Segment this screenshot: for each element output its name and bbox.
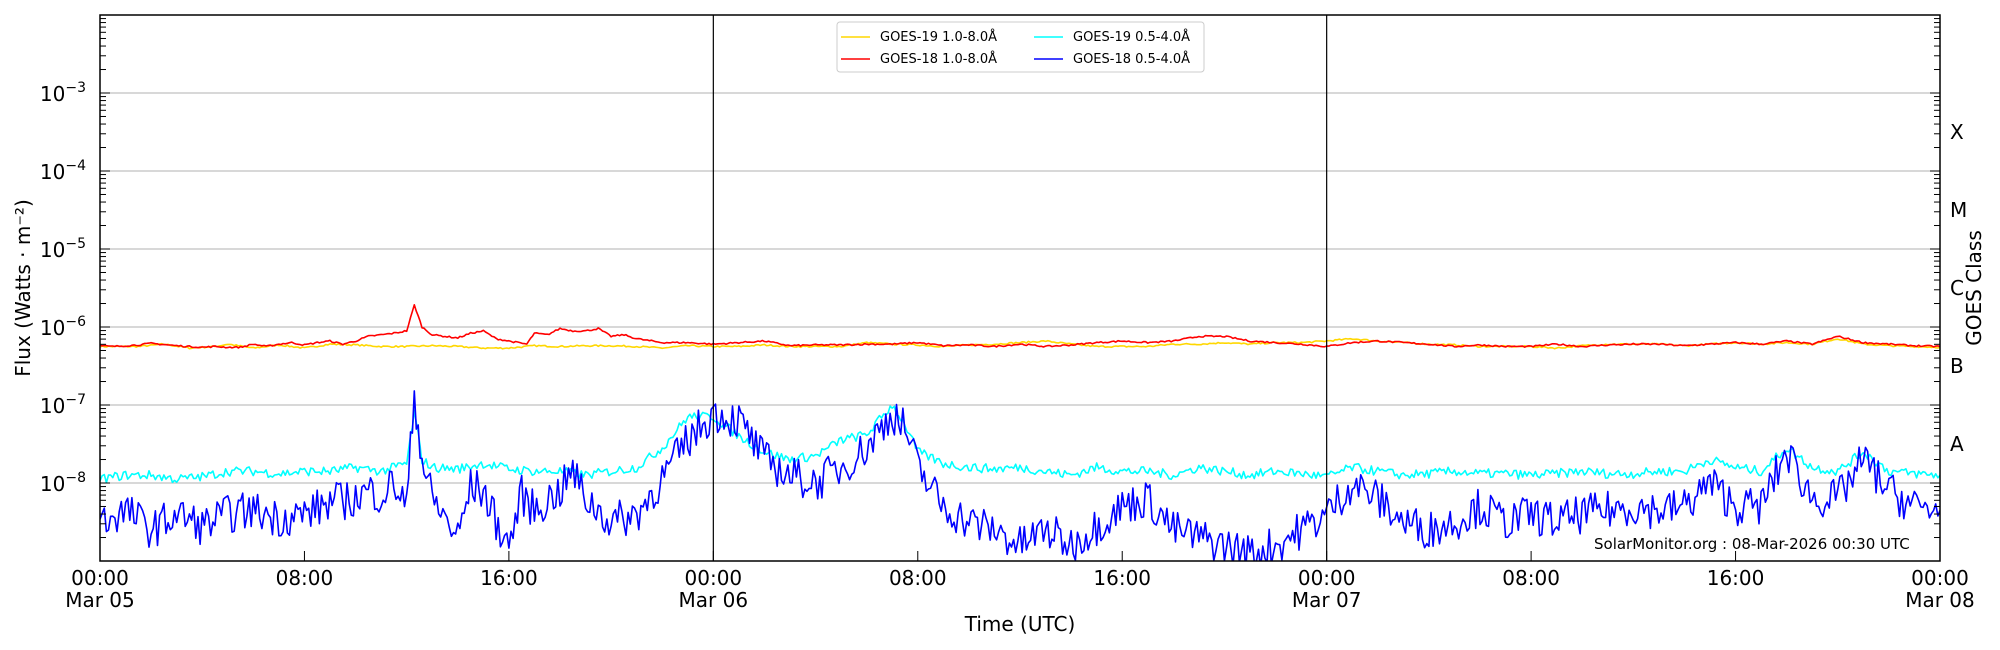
series-line: [100, 303, 1940, 349]
goes-class-m: M: [1950, 198, 1967, 222]
x-tick-label: 08:00: [276, 566, 334, 590]
minor-ticks: [100, 18, 1940, 562]
legend-label-goes18-long: GOES-18 1.0-8.0Å: [880, 51, 997, 67]
legend: GOES-19 1.0-8.0Å GOES-18 1.0-8.0Å GOES-1…: [836, 21, 1205, 73]
y-axis-ticks: 10−3 10−4 10−5 10−6 10−7 10−8: [40, 80, 86, 496]
y-tick-label: 10−4: [40, 158, 86, 184]
y2-axis-label: GOES Class: [1962, 230, 1986, 346]
goes-class-a: A: [1950, 432, 1964, 456]
x-tick-label: 00:00: [1911, 566, 1969, 590]
y-axis-label: Flux (Watts · m⁻²): [11, 199, 35, 377]
series-line: [100, 405, 1940, 484]
source-annotation: SolarMonitor.org : 08-Mar-2026 00:30 UTC: [1594, 535, 1910, 553]
x-tick-label: 00:00: [71, 566, 129, 590]
x-axis-label: Time (UTC): [964, 612, 1076, 636]
legend-box: [836, 21, 1205, 73]
x-tick-label: 16:00: [480, 566, 538, 590]
y-tick-label: 10−7: [40, 392, 86, 418]
plot-frame: [99, 14, 1941, 562]
legend-label-goes19-short: GOES-19 0.5-4.0Å: [1073, 29, 1190, 45]
x-tick-date: Mar 07: [1292, 588, 1362, 612]
x-tick-date: Mar 08: [1905, 588, 1975, 612]
y-tick-label: 10−6: [40, 314, 86, 340]
x-tick-label: 00:00: [1298, 566, 1356, 590]
x-tick-label: 08:00: [889, 566, 947, 590]
legend-label-goes19-long: GOES-19 1.0-8.0Å: [880, 29, 997, 45]
x-tick-label: 00:00: [685, 566, 743, 590]
legend-label-goes18-short: GOES-18 0.5-4.0Å: [1073, 51, 1190, 67]
x-tick-label: 16:00: [1093, 566, 1151, 590]
x-tick-date: Mar 06: [679, 588, 749, 612]
grid-lines: [100, 92, 1940, 484]
series-line: [100, 390, 1940, 561]
goes-class-b: B: [1950, 354, 1964, 378]
y-tick-label: 10−3: [40, 80, 86, 106]
x-tick-label: 16:00: [1707, 566, 1765, 590]
y-tick-label: 10−8: [40, 470, 86, 496]
day-separators: [712, 15, 1328, 561]
x-tick-label: 08:00: [1502, 566, 1560, 590]
goes-class-c: C: [1950, 276, 1964, 300]
y-tick-label: 10−5: [40, 236, 86, 262]
data-series: [100, 303, 1940, 561]
x-tick-date: Mar 05: [65, 588, 135, 612]
goes-class-x: X: [1950, 120, 1964, 144]
goes-class-labels: X M C B A: [1950, 120, 1967, 456]
